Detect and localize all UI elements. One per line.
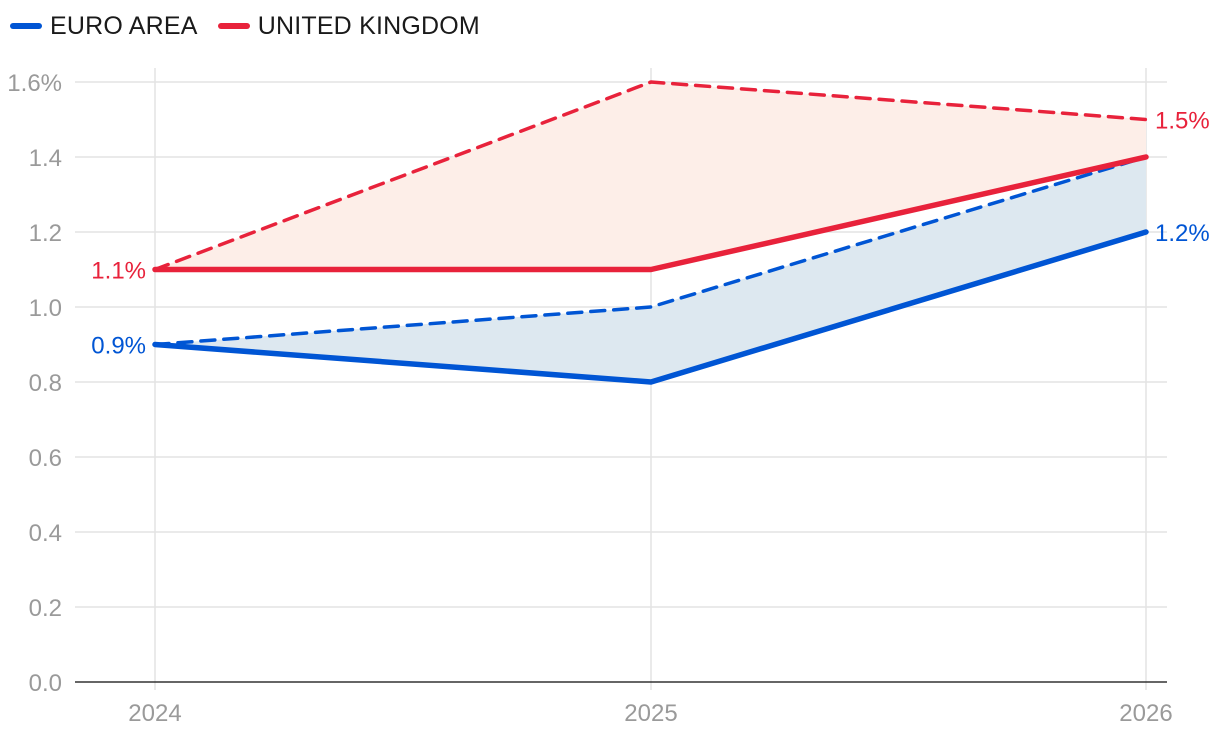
legend-swatch-united-kingdom (217, 23, 250, 29)
x-tick-label: 2024 (128, 700, 181, 727)
data-label: 1.1% (91, 258, 146, 285)
shaded-area-1 (155, 157, 1146, 382)
y-tick-label: 0.6 (29, 445, 62, 472)
data-labels: 1.1% 0.9% 1.5% 1.2% (91, 108, 1209, 360)
y-tick-label: 0.2 (29, 595, 62, 622)
series-line-series-2-dashed (153, 155, 1148, 347)
y-tick-label: 1.0 (29, 295, 62, 322)
y-tick-label: 1.2 (29, 220, 62, 247)
series-line-euro-area-solid (152, 229, 1149, 385)
series-line-series-3-dashed (153, 80, 1148, 272)
y-tick-label: 0.0 (29, 670, 62, 697)
legend-label-euro-area: EURO AREA (50, 11, 198, 40)
y-tick-label: 0.4 (29, 520, 62, 547)
legend: EURO AREA UNITED KINGDOM (10, 8, 480, 44)
shaded-area-0 (155, 82, 1146, 270)
x-tick-label: 2026 (1119, 700, 1172, 727)
shaded-areas (155, 82, 1146, 382)
y-tick-label: 0.8 (29, 370, 62, 397)
series-line-united-kingdom-solid (152, 154, 1149, 273)
legend-item-united-kingdom: UNITED KINGDOM (217, 11, 480, 41)
axes: 0.0 0.2 0.4 0.6 0.8 1.0 1.2 1.4 1.6% 2024 2025 2026 (7, 70, 1172, 727)
y-tick-label: 1.4 (29, 145, 62, 172)
legend-label-united-kingdom: UNITED KINGDOM (257, 11, 480, 40)
series-lines (152, 80, 1149, 385)
y-tick-label: 1.6% (7, 70, 62, 97)
data-label: 1.2% (1155, 220, 1210, 247)
x-tick-label: 2025 (624, 700, 677, 727)
legend-swatch-euro-area (10, 23, 42, 29)
data-label: 1.5% (1155, 108, 1210, 135)
legend-item-euro-area: EURO AREA (10, 12, 198, 41)
data-label: 0.9% (91, 333, 146, 360)
